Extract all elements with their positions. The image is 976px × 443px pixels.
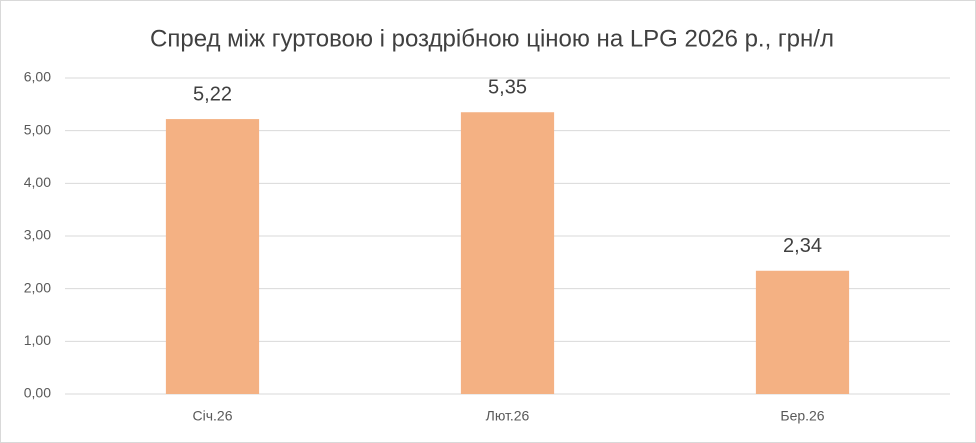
value-label: 5,35 xyxy=(488,77,527,99)
bar xyxy=(755,270,850,394)
y-tick-label: 4,00 xyxy=(24,174,51,190)
y-tick-label: 3,00 xyxy=(24,227,51,243)
chart-title: Спред між гуртовою і роздрібною ціною на… xyxy=(150,25,834,52)
x-tick-label: Бер.26 xyxy=(780,408,824,424)
y-tick-label: 0,00 xyxy=(24,385,51,401)
x-tick-label: Лют.26 xyxy=(486,408,530,424)
bar xyxy=(165,119,260,394)
x-tick-label: Січ.26 xyxy=(193,408,233,424)
y-tick-label: 5,00 xyxy=(24,121,51,137)
y-tick-label: 1,00 xyxy=(24,332,51,348)
value-label: 5,22 xyxy=(193,83,232,105)
y-tick-label: 6,00 xyxy=(24,69,51,85)
bar xyxy=(460,112,555,394)
value-label: 2,34 xyxy=(783,235,822,257)
y-tick-label: 2,00 xyxy=(24,279,51,295)
